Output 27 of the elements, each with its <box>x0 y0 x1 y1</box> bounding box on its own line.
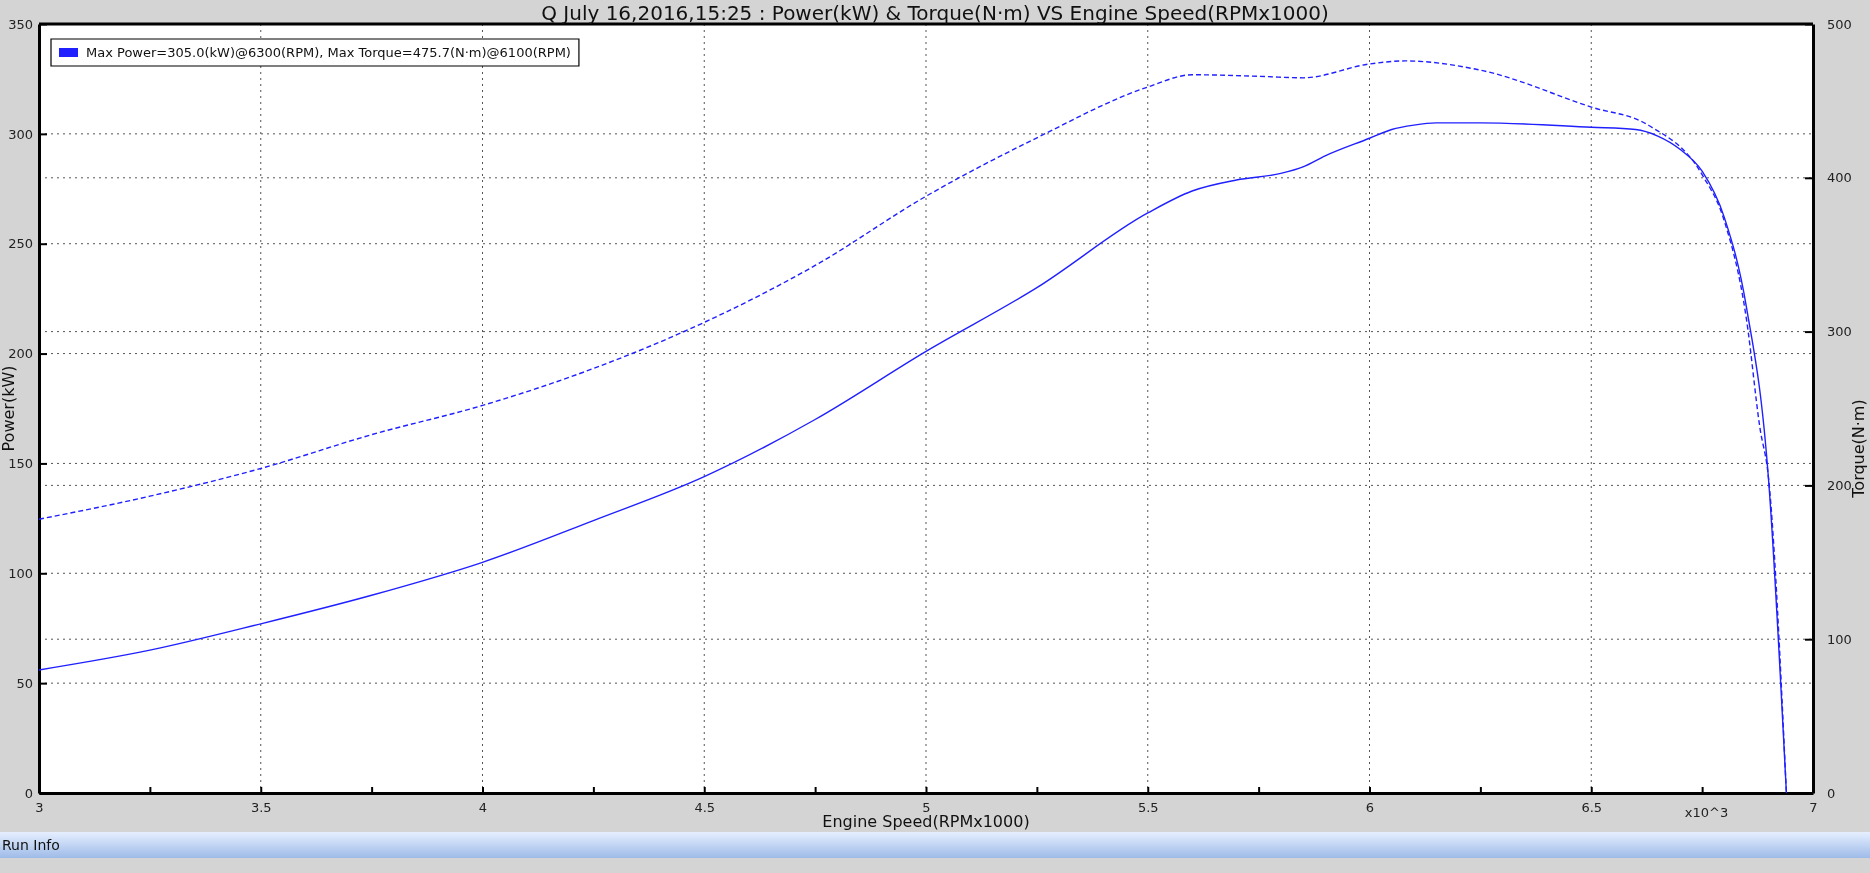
y-tick-label: 100 <box>8 565 33 581</box>
x-tick-label: 7 <box>1809 800 1818 816</box>
text: Run Info <box>2 837 60 853</box>
x-tick-label: 3.5 <box>250 800 272 816</box>
y-tick-label: 150 <box>8 456 33 472</box>
y2-tick-label: 0 <box>1827 785 1836 801</box>
y-tick-label: 200 <box>8 346 33 362</box>
legend-label: Max Power=305.0(kW)@6300(RPM), Max Torque=475.7(N·m)@6100(RPM) <box>86 45 571 60</box>
y2-tick-label: 500 <box>1827 16 1852 32</box>
y-axis-title: Power(kW) <box>0 365 18 452</box>
y-tick-label: 250 <box>8 236 33 252</box>
y-tick-label: 50 <box>16 675 33 691</box>
y2-tick-label: 100 <box>1827 631 1852 647</box>
y2-tick-label: 200 <box>1827 478 1852 494</box>
x-tick-label: 6 <box>1365 800 1375 816</box>
chart-title: Q July 16,2016,15:25 : Power(kW) & Torque(N·m) VS Engine Speed(RPMx1000) <box>541 1 1329 25</box>
text: x10^3 <box>1684 805 1729 820</box>
x-tick-label: 4 <box>478 800 488 816</box>
x-tick-label: 4.5 <box>694 800 716 816</box>
y-tick-label: 350 <box>8 16 33 32</box>
x-tick-label: 5.5 <box>1137 800 1159 816</box>
x-tick-label: 6.5 <box>1581 800 1603 816</box>
y2-tick-label: 300 <box>1827 324 1852 340</box>
x-tick-label: 3 <box>35 800 44 816</box>
y-tick-label: 300 <box>8 126 33 142</box>
y2-tick-label: 400 <box>1827 170 1852 186</box>
y-tick-label: 0 <box>24 785 33 801</box>
